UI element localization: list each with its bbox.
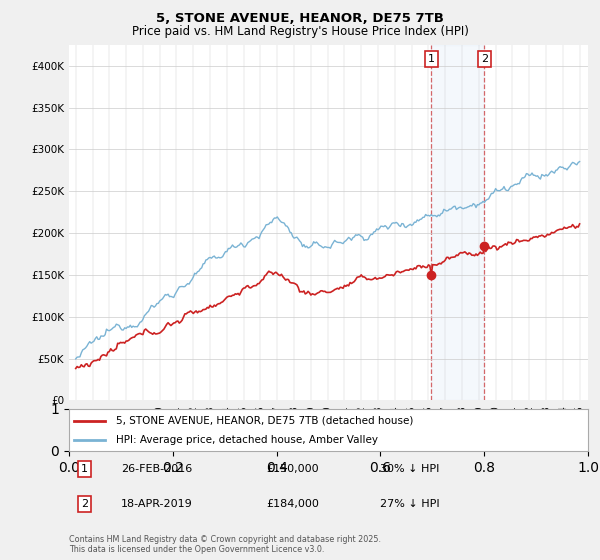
Text: 1: 1 <box>428 54 435 64</box>
Text: £184,000: £184,000 <box>266 499 319 509</box>
Text: HPI: Average price, detached house, Amber Valley: HPI: Average price, detached house, Ambe… <box>116 435 378 445</box>
Text: 26-FEB-2016: 26-FEB-2016 <box>121 464 192 474</box>
Text: 1: 1 <box>81 464 88 474</box>
Text: Price paid vs. HM Land Registry's House Price Index (HPI): Price paid vs. HM Land Registry's House … <box>131 25 469 38</box>
Text: Contains HM Land Registry data © Crown copyright and database right 2025.
This d: Contains HM Land Registry data © Crown c… <box>69 535 381 554</box>
Bar <box>431 45 484 400</box>
Text: 18-APR-2019: 18-APR-2019 <box>121 499 193 509</box>
Text: 30% ↓ HPI: 30% ↓ HPI <box>380 464 440 474</box>
Text: 2: 2 <box>481 54 488 64</box>
Text: 5, STONE AVENUE, HEANOR, DE75 7TB: 5, STONE AVENUE, HEANOR, DE75 7TB <box>156 12 444 25</box>
Text: 5, STONE AVENUE, HEANOR, DE75 7TB (detached house): 5, STONE AVENUE, HEANOR, DE75 7TB (detac… <box>116 416 413 426</box>
Text: 2: 2 <box>81 499 88 509</box>
Text: 27% ↓ HPI: 27% ↓ HPI <box>380 499 440 509</box>
Text: £150,000: £150,000 <box>266 464 319 474</box>
